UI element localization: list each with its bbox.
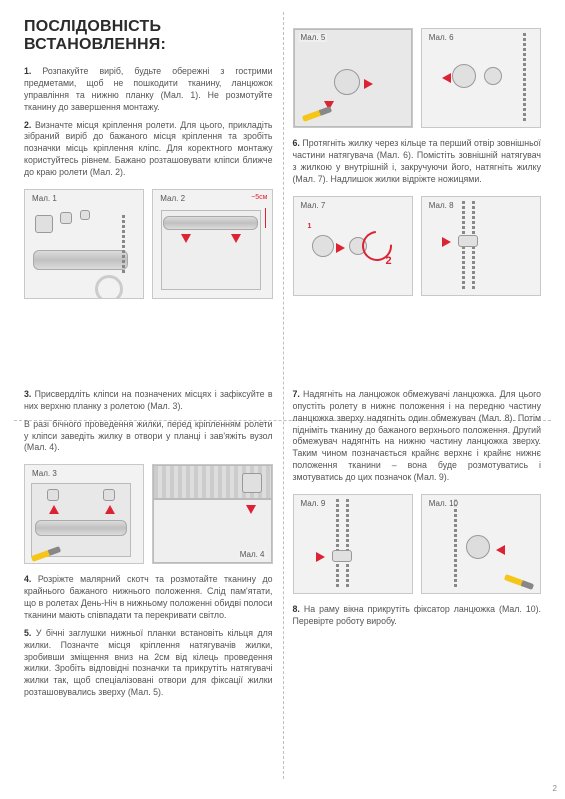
callout-2: 2 bbox=[386, 255, 392, 267]
figure-label: Мал. 1 bbox=[30, 194, 59, 203]
figure-2: Мал. 2 ~5см bbox=[152, 189, 272, 299]
arrow-icon bbox=[364, 79, 373, 89]
step-num: 7. bbox=[293, 389, 300, 399]
roller-shape bbox=[163, 216, 258, 230]
figure-6: Мал. 6 bbox=[421, 28, 541, 128]
figure-row: Мал. 7 1 2 Мал. 8 bbox=[293, 196, 542, 296]
step-5: 5. У бічні заглушки нижньої планки встан… bbox=[24, 628, 273, 699]
step-text: Протягніть жилку через кільце та перший … bbox=[293, 138, 542, 184]
tensioner-shape bbox=[452, 64, 476, 88]
figure-9: Мал. 9 bbox=[293, 494, 413, 594]
tensioner-shape bbox=[312, 235, 334, 257]
ring-shape bbox=[95, 275, 123, 299]
step-1: 1. Розпакуйте виріб, будьте обережні з г… bbox=[24, 66, 273, 114]
tensioner-shape bbox=[484, 67, 502, 85]
figure-label: Мал. 6 bbox=[427, 33, 456, 42]
figure-label: Мал. 2 bbox=[158, 194, 187, 203]
quadrant-right-top: Мал. 5 Мал. 6 6. Протягніть жилку через … bbox=[283, 12, 552, 383]
step-text: Розріжте малярний скотч та розмотайте тк… bbox=[24, 574, 273, 620]
clip-shape bbox=[103, 489, 115, 501]
part-shape bbox=[35, 215, 53, 233]
instruction-page: ПОСЛІДОВНІСТЬ ВСТАНОВЛЕННЯ: 1. Розпакуйт… bbox=[0, 0, 565, 799]
fixator-shape bbox=[466, 535, 490, 559]
dimension-line bbox=[265, 208, 266, 228]
chain-shape bbox=[122, 215, 125, 275]
step-text: Розпакуйте виріб, будьте обережні з гост… bbox=[24, 66, 273, 112]
figure-label: Мал. 5 bbox=[299, 33, 328, 42]
step-text: Присвердліть кліпси на позначених місцях… bbox=[24, 389, 273, 411]
figure-label: Мал. 7 bbox=[299, 201, 328, 210]
roller-shape bbox=[35, 520, 127, 536]
step-num: 5. bbox=[24, 628, 31, 638]
part-shape bbox=[60, 212, 72, 224]
page-number: 2 bbox=[553, 784, 557, 793]
figure-1: Мал. 1 bbox=[24, 189, 144, 299]
figure-label: Мал. 10 bbox=[427, 499, 460, 508]
arrow-icon bbox=[336, 243, 345, 253]
roller-shape bbox=[33, 250, 128, 270]
arrow-icon bbox=[496, 545, 505, 555]
figure-label: Мал. 3 bbox=[30, 469, 59, 478]
arrow-icon bbox=[105, 505, 115, 514]
arrow-icon bbox=[231, 234, 241, 243]
quadrant-left-bottom: 3. Присвердліть кліпси на позначених міс… bbox=[14, 383, 283, 779]
limiter-shape bbox=[458, 235, 478, 247]
chain-shape bbox=[523, 33, 526, 123]
chain-shape bbox=[346, 499, 349, 589]
arrow-icon bbox=[49, 505, 59, 514]
step-2: 2. Визначте місця кріплення ролети. Для … bbox=[24, 120, 273, 179]
step-num: 4. bbox=[24, 574, 31, 584]
arrow-icon bbox=[316, 552, 325, 562]
step-num: 1. bbox=[24, 66, 31, 76]
step-3b: В разі бічного проведення жилки, перед к… bbox=[24, 419, 273, 455]
chain-shape bbox=[454, 499, 457, 589]
figure-10: Мал. 10 bbox=[421, 494, 541, 594]
callout-1: 1 bbox=[308, 223, 312, 230]
page-title: ПОСЛІДОВНІСТЬ ВСТАНОВЛЕННЯ: bbox=[24, 18, 273, 54]
figure-8: Мал. 8 bbox=[421, 196, 541, 296]
chain-shape bbox=[336, 499, 339, 589]
limiter-shape bbox=[332, 550, 352, 562]
arrow-icon bbox=[246, 505, 256, 514]
step-3: 3. Присвердліть кліпси на позначених міс… bbox=[24, 389, 273, 413]
figure-row: Мал. 5 Мал. 6 bbox=[293, 28, 542, 128]
figure-label: Мал. 4 bbox=[238, 550, 267, 559]
step-num: 3. bbox=[24, 389, 31, 399]
step-text: У бічні заглушки нижньої планки встанові… bbox=[24, 628, 273, 697]
step-num: 6. bbox=[293, 138, 300, 148]
step-num: 8. bbox=[293, 604, 300, 614]
step-6: 6. Протягніть жилку через кільце та перш… bbox=[293, 138, 542, 186]
arrow-icon bbox=[442, 73, 451, 83]
step-text: Надягніть на ланцюжок обмежувачі ланцюжк… bbox=[293, 389, 542, 482]
screwdriver-icon bbox=[504, 574, 534, 590]
figure-label: Мал. 9 bbox=[299, 499, 328, 508]
quadrant-right-bottom: 7. Надягніть на ланцюжок обмежувачі ланц… bbox=[283, 383, 552, 779]
arrow-icon bbox=[181, 234, 191, 243]
figure-row: Мал. 1 Мал. 2 ~5см bbox=[24, 189, 273, 299]
figure-label: Мал. 8 bbox=[427, 201, 456, 210]
step-4: 4. Розріжте малярний скотч та розмотайте… bbox=[24, 574, 273, 622]
step-text: На раму вікна прикрутіть фіксатор ланцюж… bbox=[293, 604, 542, 626]
step-8: 8. На раму вікна прикрутіть фіксатор лан… bbox=[293, 604, 542, 628]
dimension-label: ~5см bbox=[251, 194, 267, 201]
arrow-icon bbox=[442, 237, 451, 247]
part-shape bbox=[80, 210, 90, 220]
endcap-shape bbox=[242, 473, 262, 493]
step-text: Визначте місця кріплення ролети. Для цьо… bbox=[24, 120, 273, 178]
figure-5: Мал. 5 bbox=[293, 28, 413, 128]
figure-row: Мал. 9 Мал. 10 bbox=[293, 494, 542, 594]
figure-4: Мал. 4 bbox=[152, 464, 272, 564]
tensioner-shape bbox=[334, 69, 360, 95]
clip-shape bbox=[47, 489, 59, 501]
figure-7: Мал. 7 1 2 bbox=[293, 196, 413, 296]
step-7: 7. Надягніть на ланцюжок обмежувачі ланц… bbox=[293, 389, 542, 484]
step-num: 2. bbox=[24, 120, 31, 130]
quadrant-left-top: ПОСЛІДОВНІСТЬ ВСТАНОВЛЕННЯ: 1. Розпакуйт… bbox=[14, 12, 283, 383]
figure-3: Мал. 3 bbox=[24, 464, 144, 564]
figure-row: Мал. 3 Мал. 4 bbox=[24, 464, 273, 564]
